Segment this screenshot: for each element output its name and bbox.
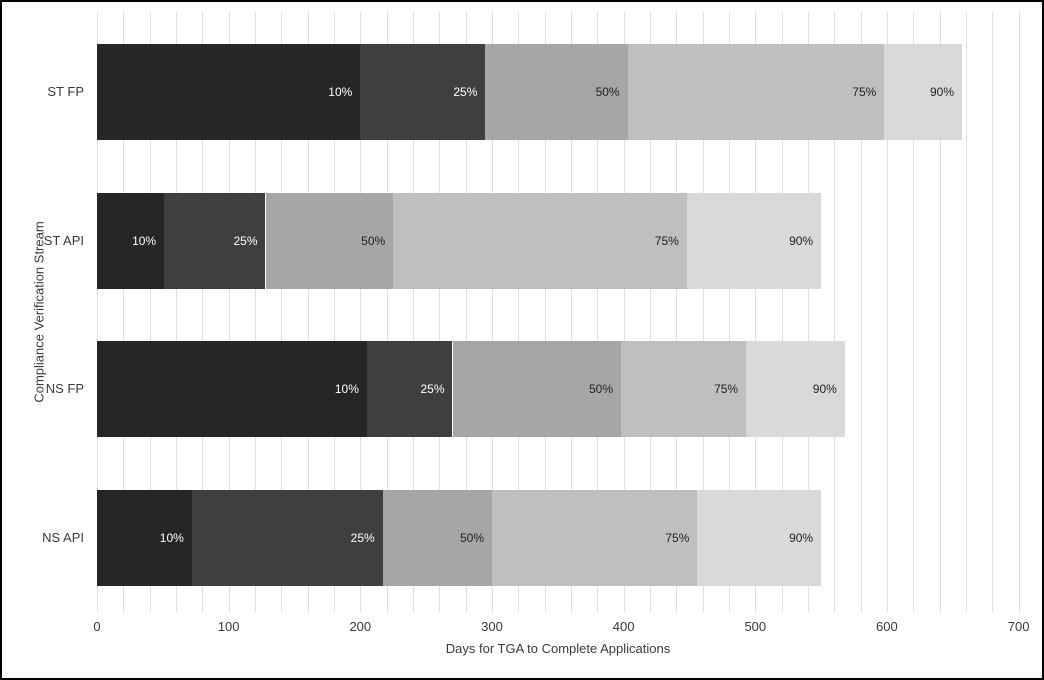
bar-segment	[265, 192, 394, 289]
gridline	[676, 12, 678, 612]
segment-label: 25%	[350, 530, 375, 545]
segment-label: 25%	[233, 233, 258, 248]
segment-label: 90%	[812, 382, 837, 396]
category-label: ST FP	[47, 84, 84, 99]
gridline	[334, 12, 335, 612]
x-tick-label: 200	[349, 619, 372, 634]
segment-label: 75%	[665, 530, 690, 545]
gridline	[386, 12, 388, 612]
category-label: NS API	[42, 529, 84, 545]
gridline	[729, 12, 730, 612]
bar-segment	[884, 44, 962, 140]
gridline	[544, 12, 546, 612]
x-tick-label: 400	[612, 619, 635, 634]
bar-segment	[360, 44, 486, 140]
gridline	[913, 12, 915, 612]
segment-label: 10%	[159, 530, 184, 545]
gridline	[992, 12, 994, 612]
gridline	[202, 12, 204, 612]
gridline	[571, 12, 572, 612]
gridline	[834, 12, 836, 612]
gridline	[755, 12, 757, 612]
gridline	[650, 12, 651, 612]
segment-label: 50%	[361, 233, 386, 248]
segment-label: 50%	[459, 530, 484, 545]
gridline	[176, 12, 177, 612]
gridline	[149, 12, 151, 612]
gridline	[939, 12, 941, 612]
x-tick-label: 0	[93, 619, 101, 634]
bar-segment	[697, 489, 822, 586]
gridline	[439, 12, 441, 612]
bar-segment	[382, 489, 492, 586]
gridline	[413, 12, 414, 612]
bar-segment	[366, 341, 453, 437]
gridline	[781, 12, 783, 612]
segment-label: 10%	[334, 382, 359, 396]
x-tick-label: 500	[744, 619, 767, 634]
bar-segment	[746, 341, 845, 437]
segment-label: 75%	[654, 233, 679, 248]
gridline	[228, 12, 230, 612]
bar-segment	[97, 192, 165, 289]
segment-label: 25%	[453, 85, 478, 99]
bar-segment	[452, 341, 621, 437]
gridline	[492, 12, 493, 612]
gridline	[623, 12, 625, 612]
segment-label: 90%	[789, 233, 814, 248]
segment-label: 75%	[714, 382, 739, 396]
gridline	[807, 12, 809, 612]
gridline	[307, 12, 309, 612]
category-label: ST API	[43, 232, 84, 248]
x-tick-label: 300	[481, 619, 503, 634]
segment-label: 50%	[588, 382, 613, 396]
x-tick-label: 100	[217, 619, 240, 634]
segment-label: 25%	[420, 382, 445, 396]
bar-segment	[627, 44, 885, 140]
bar-segment	[164, 192, 266, 289]
x-tick-label: 700	[1007, 619, 1030, 634]
bar-segment	[97, 44, 361, 140]
bar-segment	[393, 192, 687, 289]
bar-segment	[97, 341, 367, 437]
y-axis-title: Compliance Verification Stream	[31, 221, 47, 403]
gridline	[97, 12, 98, 612]
x-axis-title: Days for TGA to Complete Applications	[445, 641, 671, 656]
gridline	[281, 12, 283, 612]
gridline	[255, 12, 256, 612]
segment-label: 90%	[789, 530, 814, 545]
gridline	[518, 12, 520, 612]
bar-segment	[686, 192, 822, 289]
bar-segment	[485, 44, 628, 140]
gridline	[1018, 12, 1020, 612]
gridline	[360, 12, 362, 612]
bar-segment	[621, 341, 747, 437]
segment-label: 75%	[852, 85, 877, 99]
gridline	[123, 12, 125, 612]
category-label: NS FP	[45, 381, 84, 396]
segment-label: 10%	[132, 233, 157, 248]
segment-label: 90%	[929, 85, 954, 99]
gridline	[860, 12, 862, 612]
bar-segment	[492, 489, 698, 586]
bar-segment	[191, 489, 383, 586]
x-tick-label: 600	[876, 619, 898, 634]
gridline	[597, 12, 599, 612]
gridline	[702, 12, 704, 612]
segment-label: 50%	[595, 85, 620, 99]
segment-label: 10%	[328, 85, 353, 99]
gridline	[465, 12, 467, 612]
gridline	[886, 12, 888, 612]
gridline	[965, 12, 967, 612]
bar-segment	[97, 489, 192, 586]
